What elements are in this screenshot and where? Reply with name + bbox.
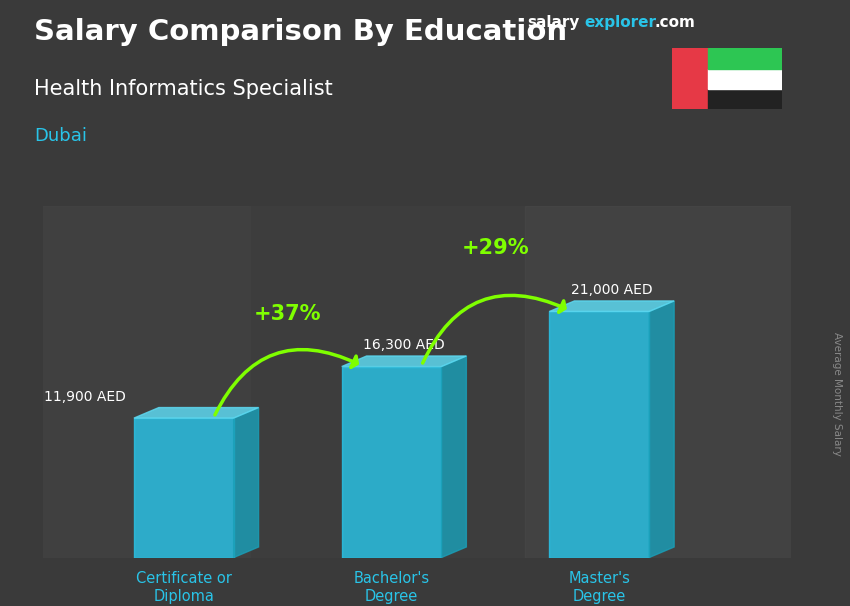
- Text: 11,900 AED: 11,900 AED: [43, 390, 126, 404]
- Bar: [708, 68, 782, 89]
- Bar: [134, 418, 234, 558]
- Bar: [0, 206, 250, 558]
- Bar: [250, 206, 524, 558]
- Bar: [524, 206, 808, 558]
- Text: 21,000 AED: 21,000 AED: [571, 284, 653, 298]
- Text: explorer: explorer: [585, 15, 657, 30]
- Text: Average Monthly Salary: Average Monthly Salary: [832, 332, 842, 456]
- Text: 16,300 AED: 16,300 AED: [363, 339, 445, 353]
- Text: +29%: +29%: [462, 238, 530, 258]
- Text: salary: salary: [527, 15, 580, 30]
- Text: .com: .com: [654, 15, 695, 30]
- Bar: [549, 311, 649, 558]
- Polygon shape: [342, 356, 467, 367]
- Polygon shape: [134, 408, 258, 418]
- Polygon shape: [549, 301, 674, 311]
- Polygon shape: [234, 408, 258, 558]
- Text: Dubai: Dubai: [34, 127, 87, 145]
- Polygon shape: [441, 356, 467, 558]
- Polygon shape: [649, 301, 674, 558]
- Bar: [708, 89, 782, 109]
- Text: +37%: +37%: [254, 304, 321, 324]
- Bar: [708, 48, 782, 68]
- Text: Salary Comparison By Education: Salary Comparison By Education: [34, 18, 567, 46]
- Bar: [672, 48, 708, 109]
- Text: Health Informatics Specialist: Health Informatics Specialist: [34, 79, 332, 99]
- Bar: [342, 367, 441, 558]
